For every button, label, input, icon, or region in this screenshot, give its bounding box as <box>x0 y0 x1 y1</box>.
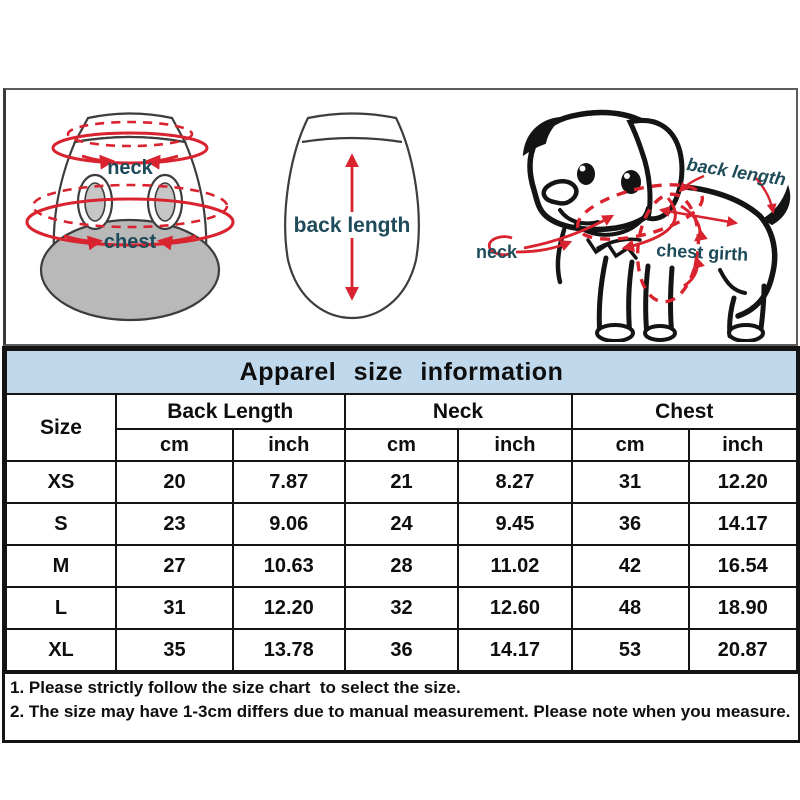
cell-value: 7.87 <box>232 460 346 504</box>
cell-value: 28 <box>343 544 460 588</box>
cell-value: 14.17 <box>457 628 573 672</box>
cell-size: XL <box>5 628 117 672</box>
cell-value: 20.87 <box>687 628 799 672</box>
apparel-size-table: Apparel size information Size Back Lengt… <box>5 349 799 672</box>
dog-neck-label: neck <box>476 242 518 262</box>
cell-value: 14.17 <box>687 502 799 546</box>
garment-front-illustration: neck chest <box>25 112 235 322</box>
note-line-2: 2. The size may have 1-3cm differs due t… <box>10 702 791 722</box>
cell-size: S <box>5 502 117 546</box>
dog-chest-girth-label: chest girth <box>656 240 749 265</box>
unit-neck-inch: inch <box>457 428 573 462</box>
table-row-s: S 23 9.06 24 9.45 36 14.17 <box>5 502 799 546</box>
cell-value: 16.54 <box>687 544 799 588</box>
cell-value: 42 <box>570 544 690 588</box>
garment-back-outline <box>284 112 420 320</box>
unit-chest-inch: inch <box>687 428 799 462</box>
table-row-xl: XL 35 13.78 36 14.17 53 20.87 <box>5 628 799 672</box>
cell-value: 9.45 <box>457 502 573 546</box>
note-line-1: 1. Please strictly follow the size chart… <box>10 678 461 697</box>
table-row-m: M 27 10.63 28 11.02 42 16.54 <box>5 544 799 588</box>
cell-value: 36 <box>570 502 690 546</box>
header-back-length: Back Length <box>114 393 346 430</box>
cell-value: 24 <box>343 502 460 546</box>
cell-value: 10.63 <box>232 544 346 588</box>
unit-backlength-inch: inch <box>232 428 346 462</box>
cell-value: 12.60 <box>457 586 573 630</box>
chest-measure-ellipse <box>25 183 235 251</box>
notes-box: 1. Please strictly follow the size chart… <box>5 672 798 741</box>
cell-size: M <box>5 544 117 588</box>
cell-value: 13.78 <box>232 628 346 672</box>
header-size: Size <box>5 393 117 462</box>
cell-value: 32 <box>343 586 460 630</box>
cell-value: 21 <box>343 460 460 504</box>
cell-size: XS <box>5 460 117 504</box>
unit-chest-cm: cm <box>570 428 690 462</box>
table-row-xs: XS 20 7.87 21 8.27 31 12.20 <box>5 460 799 504</box>
cell-value: 12.20 <box>687 460 799 504</box>
dog-back-length-label: back length <box>685 154 787 189</box>
neck-measure-ellipse <box>51 120 209 170</box>
front-chest-label: chest <box>104 231 157 253</box>
dog-measure-annotations <box>487 174 777 304</box>
garment-back-illustration: back length <box>284 112 420 320</box>
header-chest: Chest <box>570 393 799 430</box>
table-title: Apparel size information <box>5 349 798 395</box>
unit-neck-cm: cm <box>343 428 460 462</box>
front-neck-label: neck <box>107 157 153 179</box>
cell-value: 9.06 <box>232 502 346 546</box>
cell-value: 18.90 <box>687 586 799 630</box>
cell-value: 23 <box>114 502 235 546</box>
header-neck: Neck <box>343 393 573 430</box>
cell-value: 53 <box>570 628 690 672</box>
cell-value: 11.02 <box>457 544 573 588</box>
cell-value: 20 <box>114 460 235 504</box>
table-row-l: L 31 12.20 32 12.60 48 18.90 <box>5 586 799 630</box>
size-table-container: Apparel size information Size Back Lengt… <box>2 346 800 744</box>
back-length-label: back length <box>294 214 411 237</box>
cell-value: 35 <box>114 628 235 672</box>
garment-front-outline <box>39 112 221 322</box>
cell-value: 27 <box>114 544 235 588</box>
unit-backlength-cm: cm <box>114 428 235 462</box>
measurement-illustration-panel: neck chest back <box>3 88 798 346</box>
dog-illustration: neck back length chest girth <box>476 109 791 342</box>
dog-line-art <box>522 109 791 342</box>
cell-value: 8.27 <box>457 460 573 504</box>
cell-size: L <box>5 586 117 630</box>
cell-value: 12.20 <box>232 586 346 630</box>
cell-value: 31 <box>570 460 690 504</box>
cell-value: 48 <box>570 586 690 630</box>
cell-value: 31 <box>114 586 235 630</box>
cell-value: 36 <box>343 628 460 672</box>
